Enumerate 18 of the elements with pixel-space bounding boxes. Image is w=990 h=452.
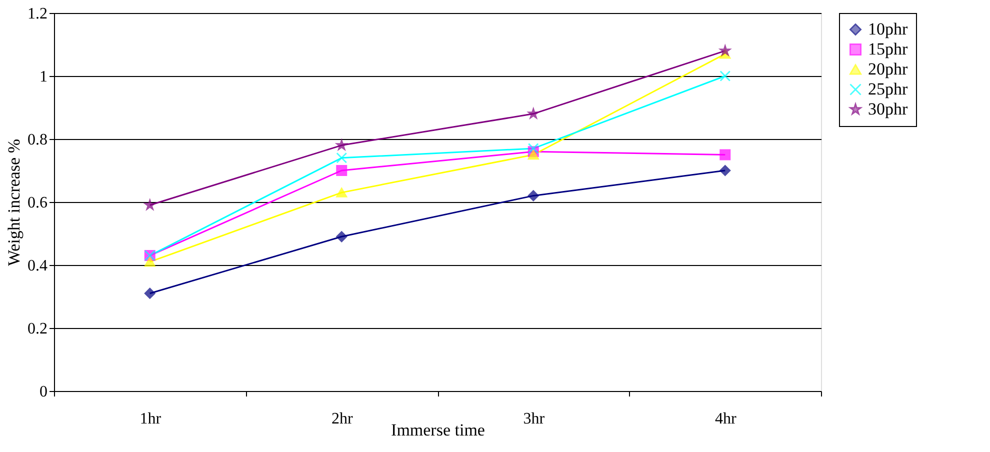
x-tick-label: 1hr: [140, 410, 162, 428]
x-tick-label: 3hr: [523, 410, 546, 428]
y-tick-label: 0.6: [28, 194, 48, 212]
legend-label: 20phr: [868, 60, 908, 78]
y-tick-label: 0.4: [28, 258, 48, 274]
legend-label: 25phr: [868, 80, 908, 98]
x-axis-title: Immerse time: [391, 420, 485, 440]
legend-label: 30phr: [868, 100, 908, 118]
y-tick-label: 1.2: [28, 6, 48, 22]
x-tick-label: 2hr: [331, 410, 354, 428]
y-tick-label: 0: [40, 384, 48, 400]
legend-label: 15phr: [868, 40, 908, 58]
legend-label: 10phr: [868, 20, 908, 38]
x-tick-label: 4hr: [714, 410, 737, 428]
y-tick-label: 1: [40, 68, 48, 86]
y-axis-title: Weight increase %: [4, 138, 24, 266]
y-tick-label: 0.8: [28, 132, 48, 148]
y-tick-label: 0.2: [28, 320, 48, 338]
